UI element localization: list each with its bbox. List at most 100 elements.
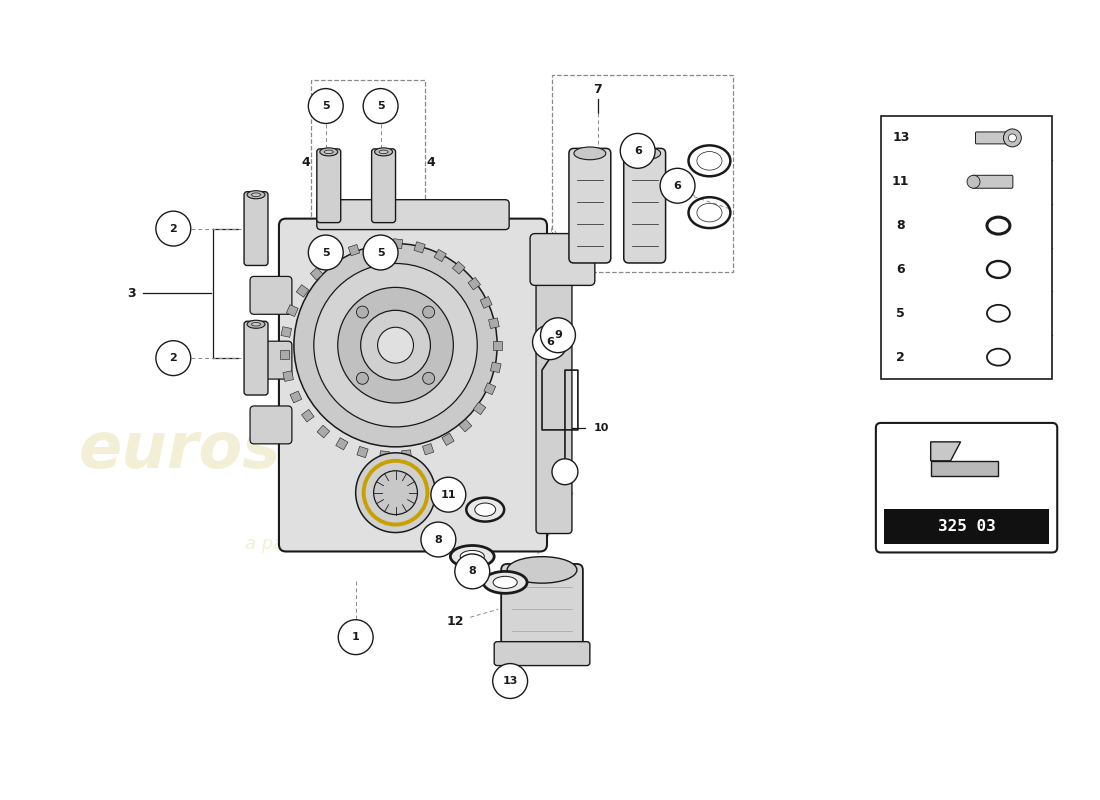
Circle shape — [967, 175, 980, 188]
FancyBboxPatch shape — [250, 277, 292, 314]
Text: 2: 2 — [169, 223, 177, 234]
Ellipse shape — [987, 305, 1010, 322]
Text: eurospares: eurospares — [79, 419, 483, 481]
FancyBboxPatch shape — [624, 148, 666, 263]
Ellipse shape — [629, 147, 661, 160]
Text: 6: 6 — [634, 146, 641, 156]
Text: 8: 8 — [469, 566, 476, 577]
Bar — [280, 326, 292, 338]
Bar — [286, 305, 298, 317]
Ellipse shape — [574, 147, 606, 160]
Bar — [459, 419, 472, 432]
Bar — [468, 278, 481, 290]
Text: 13: 13 — [892, 131, 910, 145]
Bar — [310, 267, 323, 280]
Text: 325 03: 325 03 — [937, 519, 996, 534]
Ellipse shape — [252, 193, 261, 197]
Circle shape — [338, 287, 453, 403]
Bar — [356, 446, 369, 458]
Text: 3: 3 — [128, 287, 135, 300]
Ellipse shape — [483, 571, 527, 594]
Bar — [393, 238, 403, 249]
Ellipse shape — [379, 150, 388, 154]
FancyBboxPatch shape — [250, 406, 292, 444]
Bar — [379, 450, 389, 461]
FancyBboxPatch shape — [317, 149, 341, 222]
Circle shape — [314, 263, 477, 427]
Text: 8: 8 — [434, 534, 442, 545]
Bar — [422, 443, 433, 455]
FancyBboxPatch shape — [569, 148, 611, 263]
Circle shape — [377, 327, 414, 363]
Bar — [402, 450, 411, 460]
Bar — [349, 245, 360, 256]
Ellipse shape — [450, 546, 494, 567]
Bar — [296, 285, 309, 297]
Ellipse shape — [460, 550, 484, 562]
Ellipse shape — [493, 576, 517, 588]
Circle shape — [620, 134, 656, 168]
Circle shape — [532, 325, 568, 360]
Bar — [317, 426, 330, 438]
Ellipse shape — [320, 148, 338, 156]
Circle shape — [363, 89, 398, 123]
FancyBboxPatch shape — [976, 132, 1008, 144]
Circle shape — [294, 243, 497, 447]
Circle shape — [356, 372, 369, 384]
FancyBboxPatch shape — [372, 149, 396, 222]
Text: 9: 9 — [554, 330, 562, 340]
Circle shape — [156, 341, 190, 375]
Text: 1: 1 — [352, 632, 360, 642]
Ellipse shape — [697, 151, 722, 170]
Bar — [452, 262, 465, 274]
Bar — [280, 350, 289, 358]
Circle shape — [1009, 134, 1016, 142]
Circle shape — [1003, 129, 1022, 147]
Ellipse shape — [375, 148, 393, 156]
Text: 6: 6 — [673, 181, 682, 190]
Ellipse shape — [987, 217, 1010, 234]
Circle shape — [660, 168, 695, 203]
FancyBboxPatch shape — [494, 642, 590, 666]
Bar — [434, 250, 447, 262]
Ellipse shape — [475, 503, 496, 516]
Bar — [883, 509, 1049, 545]
FancyBboxPatch shape — [244, 192, 268, 266]
Text: 2: 2 — [169, 353, 177, 363]
Circle shape — [431, 478, 465, 512]
FancyBboxPatch shape — [250, 342, 292, 379]
Bar — [301, 410, 315, 422]
Bar — [493, 341, 502, 350]
FancyBboxPatch shape — [279, 218, 547, 551]
Bar — [328, 254, 340, 266]
Bar — [484, 383, 496, 394]
Ellipse shape — [507, 557, 576, 583]
FancyBboxPatch shape — [502, 564, 583, 650]
Bar — [481, 297, 492, 308]
Circle shape — [338, 620, 373, 654]
Bar — [336, 438, 348, 450]
Ellipse shape — [252, 322, 261, 326]
Text: 6: 6 — [546, 338, 554, 347]
Text: 5: 5 — [896, 307, 905, 320]
Text: 8: 8 — [896, 219, 905, 232]
FancyBboxPatch shape — [972, 175, 1013, 188]
Text: 13: 13 — [503, 676, 518, 686]
Bar — [371, 240, 381, 250]
Circle shape — [493, 663, 528, 698]
Text: 5: 5 — [322, 101, 330, 111]
Text: 10: 10 — [594, 423, 609, 433]
Circle shape — [421, 522, 455, 557]
FancyBboxPatch shape — [244, 322, 268, 395]
Ellipse shape — [248, 320, 265, 328]
Ellipse shape — [697, 203, 722, 222]
Text: 11: 11 — [892, 175, 910, 188]
FancyBboxPatch shape — [536, 237, 572, 534]
Text: 11: 11 — [441, 490, 456, 500]
Ellipse shape — [324, 150, 333, 154]
Ellipse shape — [248, 190, 265, 198]
Ellipse shape — [987, 349, 1010, 366]
Text: 4: 4 — [426, 156, 434, 170]
Bar — [473, 402, 486, 414]
Circle shape — [308, 89, 343, 123]
